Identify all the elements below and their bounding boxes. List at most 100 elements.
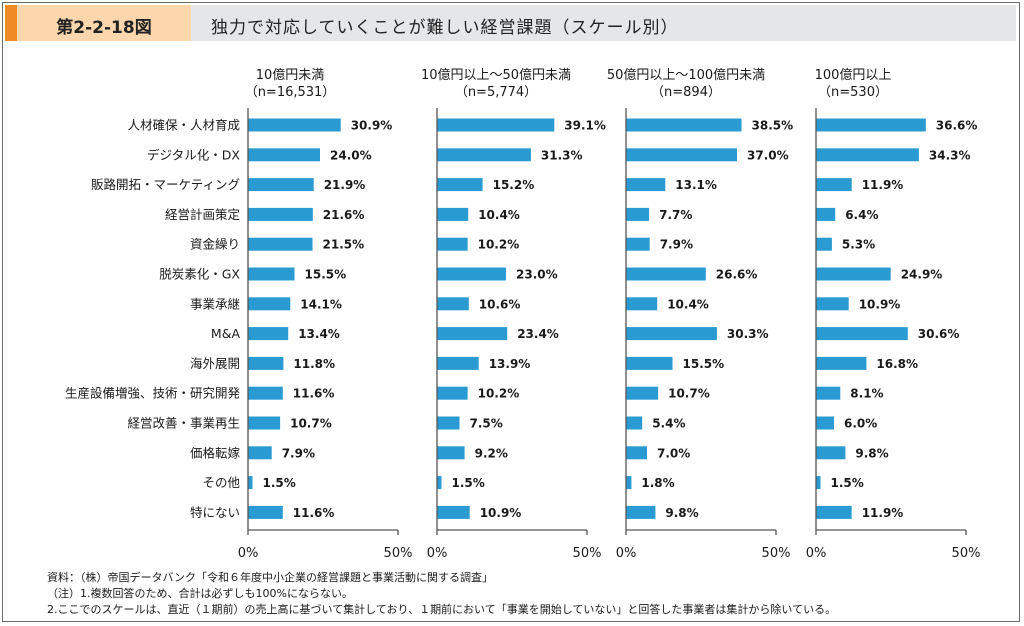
bar bbox=[437, 148, 531, 162]
tick-label: 0% bbox=[238, 546, 259, 561]
tick-label: 0% bbox=[427, 546, 448, 561]
bar bbox=[248, 118, 341, 132]
bar bbox=[248, 476, 253, 490]
bar bbox=[437, 237, 468, 251]
value-label: 7.7% bbox=[659, 208, 692, 222]
value-label: 24.9% bbox=[901, 268, 943, 282]
category-label: その他 bbox=[202, 475, 240, 490]
value-label: 5.3% bbox=[842, 238, 875, 252]
tick-label: 0% bbox=[616, 546, 637, 561]
bar bbox=[626, 297, 658, 311]
bar bbox=[816, 297, 849, 311]
value-label: 1.5% bbox=[452, 476, 485, 490]
tick-label: 50% bbox=[573, 546, 602, 561]
source-note: 資料：（株）帝国データバンク「令和６年度中小企業の経営課題と事業活動に関する調査… bbox=[47, 571, 494, 584]
bar bbox=[626, 267, 706, 281]
bar bbox=[626, 148, 737, 162]
bar bbox=[816, 327, 908, 341]
value-label: 11.9% bbox=[862, 178, 904, 192]
bar bbox=[626, 178, 666, 192]
value-label: 9.2% bbox=[475, 446, 508, 460]
bar bbox=[248, 416, 281, 430]
bar bbox=[437, 416, 460, 430]
bar bbox=[248, 386, 283, 400]
value-label: 1.5% bbox=[263, 476, 296, 490]
bar bbox=[816, 505, 852, 519]
value-label: 7.0% bbox=[657, 446, 690, 460]
value-label: 30.9% bbox=[351, 119, 393, 133]
bar bbox=[816, 148, 919, 162]
value-label: 14.1% bbox=[300, 297, 342, 311]
bar bbox=[626, 118, 742, 132]
bar bbox=[437, 207, 469, 221]
bar bbox=[816, 237, 832, 251]
bar bbox=[626, 476, 632, 490]
value-label: 13.1% bbox=[675, 178, 717, 192]
bar bbox=[626, 505, 656, 519]
value-label: 21.9% bbox=[324, 178, 366, 192]
category-label: 海外展開 bbox=[190, 356, 240, 371]
bar bbox=[437, 505, 470, 519]
value-label: 9.8% bbox=[665, 506, 698, 520]
value-label: 16.8% bbox=[876, 357, 918, 371]
panel-n-label: （n=530） bbox=[818, 85, 888, 100]
value-label: 8.1% bbox=[850, 387, 883, 401]
tick-label: 50% bbox=[952, 546, 981, 561]
bar bbox=[626, 356, 673, 370]
value-label: 15.5% bbox=[683, 357, 725, 371]
value-label: 10.2% bbox=[478, 238, 520, 252]
value-label: 5.4% bbox=[652, 417, 685, 431]
tick-label: 50% bbox=[762, 546, 791, 561]
bar bbox=[437, 118, 555, 132]
bar bbox=[816, 178, 852, 192]
panel-title: 10億円未満 bbox=[256, 67, 325, 83]
panel-n-label: （n=5,774） bbox=[455, 85, 537, 100]
value-label: 10.9% bbox=[859, 297, 901, 311]
bar bbox=[437, 178, 483, 192]
category-label: M&A bbox=[211, 326, 241, 341]
bar bbox=[626, 327, 717, 341]
value-label: 9.8% bbox=[855, 446, 888, 460]
value-label: 39.1% bbox=[564, 119, 606, 133]
bar bbox=[816, 118, 926, 132]
value-label: 1.8% bbox=[641, 476, 674, 490]
value-label: 6.0% bbox=[844, 417, 877, 431]
value-label: 37.0% bbox=[747, 148, 789, 162]
bar bbox=[816, 416, 834, 430]
value-label: 31.3% bbox=[541, 148, 583, 162]
tick-label: 50% bbox=[384, 546, 413, 561]
value-label: 10.6% bbox=[479, 297, 521, 311]
bar bbox=[816, 207, 836, 221]
value-label: 13.4% bbox=[298, 327, 340, 341]
figure-title: 独力で対応していくことが難しい経営課題（スケール別） bbox=[211, 18, 679, 38]
bar bbox=[626, 386, 659, 400]
value-label: 21.5% bbox=[323, 238, 365, 252]
bar bbox=[437, 446, 465, 460]
category-label: 特にない bbox=[190, 505, 240, 520]
value-label: 6.4% bbox=[845, 208, 878, 222]
bar bbox=[816, 476, 821, 490]
bar bbox=[248, 327, 289, 341]
note-1: （注）1.複数回答のため、合計は必ずしも100%にならない。 bbox=[47, 587, 353, 600]
bar bbox=[437, 297, 469, 311]
value-label: 10.4% bbox=[478, 208, 520, 222]
category-label: 価格転嫁 bbox=[190, 445, 241, 460]
value-label: 10.7% bbox=[290, 417, 332, 431]
bar bbox=[248, 207, 313, 221]
category-label: 経営改善・事業再生 bbox=[127, 416, 240, 431]
category-label: 人材確保・人材育成 bbox=[127, 118, 240, 133]
value-label: 30.6% bbox=[918, 327, 960, 341]
panel-title: 100億円以上 bbox=[815, 67, 892, 83]
value-label: 26.6% bbox=[716, 268, 758, 282]
title-bar: 第2-2-18図 独力で対応していくことが難しい経営課題（スケール別） bbox=[5, 5, 1016, 41]
bar bbox=[437, 327, 508, 341]
value-label: 7.5% bbox=[470, 417, 503, 431]
value-label: 10.2% bbox=[478, 387, 520, 401]
bar bbox=[437, 356, 479, 370]
panel-title: 10億円以上～50億円未満 bbox=[421, 67, 571, 83]
figure-number: 第2-2-18図 bbox=[56, 18, 152, 38]
category-label: 脱炭素化・GX bbox=[159, 267, 240, 282]
category-label: 販路開拓・マーケティング bbox=[91, 177, 240, 192]
value-label: 11.6% bbox=[293, 506, 335, 520]
